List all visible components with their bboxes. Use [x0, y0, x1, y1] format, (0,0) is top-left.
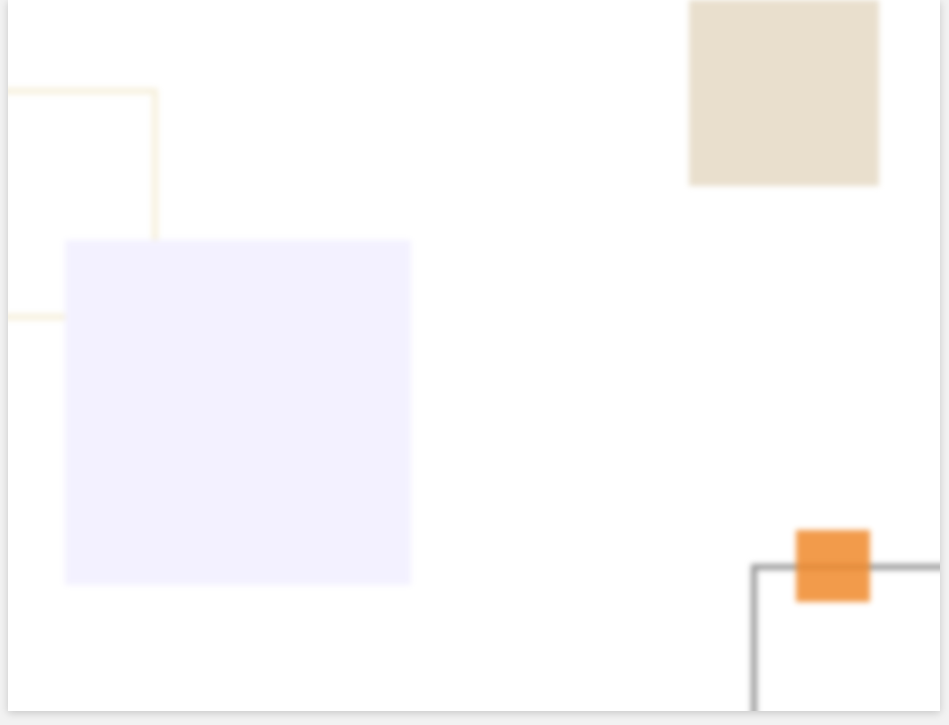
lavender-filled-square: [65, 240, 411, 585]
tan-filled-square: [689, 0, 879, 186]
orange-filled-square: [796, 530, 870, 602]
blurred-canvas: [8, 0, 940, 711]
